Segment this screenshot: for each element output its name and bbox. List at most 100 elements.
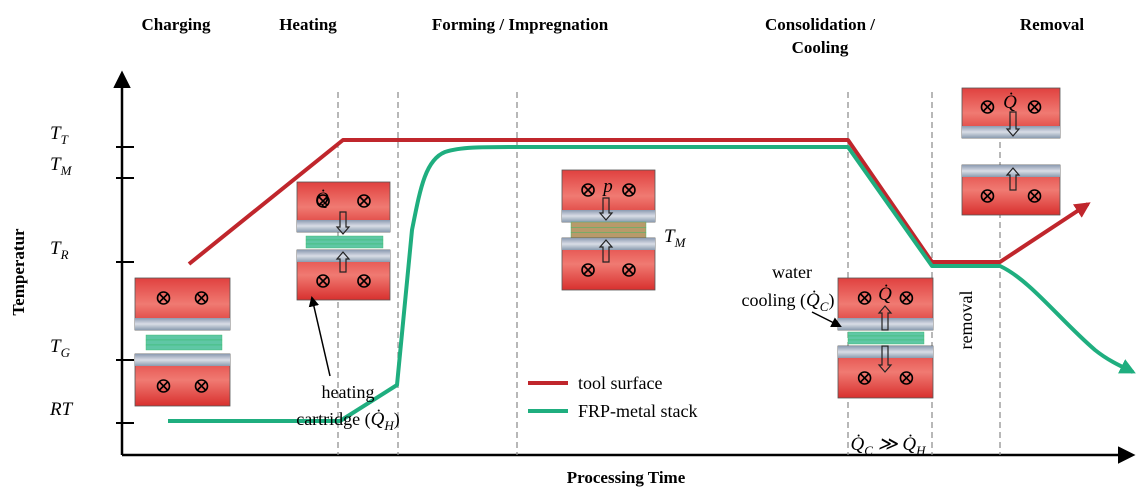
heater-symbol: [1027, 189, 1042, 203]
heater-symbol: [622, 183, 636, 197]
heater-symbol: [624, 265, 634, 275]
text-part: ≫: [873, 434, 902, 455]
y-level-label: TR: [50, 238, 69, 262]
y-level-sub: R: [60, 247, 69, 262]
removal-label: removal: [956, 291, 976, 350]
material-layer: [570, 227, 647, 233]
heating-label: heating: [322, 382, 375, 402]
heat-flux-label: Q̇: [1003, 91, 1017, 113]
tool-plate: [962, 126, 1060, 138]
material-layer: [145, 339, 223, 346]
y-level-base: T: [50, 336, 62, 357]
heater-symbol: [581, 183, 595, 197]
text-part: M: [674, 235, 687, 250]
flux-arrow: [877, 345, 893, 373]
heater-symbol: [194, 291, 209, 305]
flux-arrow: [877, 305, 893, 331]
heater-symbol: [318, 196, 328, 206]
tool-plate: [562, 238, 655, 250]
phase-title: Removal: [1020, 15, 1084, 34]
heater-symbol: [581, 263, 595, 277]
flux-arrow: [598, 239, 614, 263]
material-layer: [847, 335, 925, 341]
flux-arrow: [1005, 167, 1021, 191]
heater-symbol: [316, 274, 330, 288]
phase-title: Heating: [279, 15, 337, 34]
tool-plate: [135, 318, 230, 330]
heater-symbol: [899, 371, 914, 385]
material-layer: [305, 235, 384, 241]
y-level-base: T: [50, 123, 62, 144]
tm-label: TM: [664, 226, 687, 250]
y-level-label: TG: [50, 336, 71, 360]
heater-symbol: [158, 293, 169, 303]
y-level-base: RT: [49, 399, 74, 420]
text-part: Q̇: [371, 408, 385, 430]
legend-label: tool surface: [578, 373, 662, 393]
y-level-label: RT: [49, 399, 74, 420]
text-part: Q̇: [902, 433, 916, 455]
annotation-arrow: [811, 311, 842, 327]
heater-symbol: [860, 293, 870, 303]
heater-symbol: [359, 196, 369, 206]
flux-arrow: [598, 197, 614, 221]
heater-symbol: [359, 276, 369, 286]
text-part: ): [394, 409, 400, 430]
text-part: C: [820, 299, 829, 314]
heater-symbol: [622, 263, 636, 277]
y-level-sub: T: [61, 132, 69, 147]
material-layer: [145, 334, 223, 341]
flux-arrow: [335, 211, 351, 235]
water-label: cooling (Q̇C): [742, 289, 835, 314]
x-axis-title: Processing Time: [567, 468, 686, 487]
text-part: T: [664, 226, 676, 247]
heater-symbol: [316, 194, 330, 208]
heater-symbol: [357, 274, 371, 288]
y-level-base: T: [50, 154, 62, 175]
tool-surface-curve: [187, 138, 1091, 266]
heater-symbol: [583, 265, 593, 275]
heater-symbol: [1027, 100, 1042, 114]
tool-plate: [838, 346, 933, 358]
tool-plate: [297, 220, 390, 232]
heating-label: cartridge (Q̇H): [296, 408, 400, 433]
heater-symbol: [899, 291, 914, 305]
heater-symbol: [196, 381, 207, 391]
material-layer: [305, 243, 384, 249]
heater-symbol: [156, 291, 171, 305]
text-part: C: [864, 443, 873, 458]
flux-arrow: [335, 251, 351, 273]
heater-symbol: [158, 381, 169, 391]
phase-title: Charging: [142, 15, 211, 34]
heater-symbol: [857, 291, 872, 305]
stack-curve: [168, 145, 1136, 423]
heat-flux-label: Q̇: [315, 188, 329, 210]
heater-symbol: [1029, 191, 1040, 201]
relation-label: Q̇C ≫ Q̇H: [851, 433, 927, 458]
tool-blocks: [134, 87, 1061, 407]
heater-symbol: [1029, 102, 1040, 112]
heater-symbol: [357, 194, 371, 208]
y-level-base: T: [50, 238, 62, 259]
heater-symbol: [982, 191, 993, 201]
heater-symbol: [318, 276, 328, 286]
heater-symbol: [857, 371, 872, 385]
tool-plate: [838, 318, 933, 330]
material-layer: [570, 221, 647, 228]
phase-title: Forming / Impregnation: [432, 15, 609, 34]
legend-label: FRP-metal stack: [578, 401, 698, 421]
heater-symbol: [980, 189, 995, 203]
heater-symbol: [583, 185, 593, 195]
heater-symbol: [196, 293, 207, 303]
heater-symbol: [982, 102, 993, 112]
material-layer: [847, 339, 925, 345]
annotation-arrow: [308, 295, 331, 377]
text-part: H: [915, 443, 926, 458]
flux-arrow: [1005, 111, 1021, 137]
heater-symbol: [901, 293, 911, 303]
y-level-label: TM: [50, 154, 73, 178]
text-part: ): [828, 290, 834, 311]
heat-flux-label: Q̇: [878, 283, 892, 305]
